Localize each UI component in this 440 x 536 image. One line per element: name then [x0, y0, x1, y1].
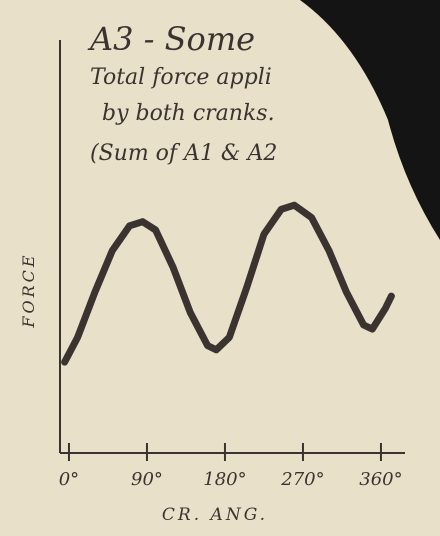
x-tick-label: 90° — [131, 469, 163, 490]
chart-title: A3 - Some — [87, 20, 255, 58]
x-tick-label: 0° — [59, 469, 79, 490]
paper-fold — [300, 0, 440, 240]
plot: 0° 90° 180° 270° 360° — [59, 201, 403, 490]
subtitle-line: by both cranks. — [102, 101, 275, 126]
x-tick-label: 270° — [280, 469, 324, 490]
subtitle-line: (Sum of A1 & A2 — [90, 141, 277, 166]
subtitle-line: Total force appli — [90, 65, 272, 90]
data-line — [61, 201, 395, 366]
y-axis-label: FORCE — [19, 252, 38, 328]
x-tick-label: 180° — [203, 469, 246, 490]
x-tick-label: 360° — [359, 469, 402, 490]
x-axis-label: CR. ANG. — [162, 505, 268, 525]
